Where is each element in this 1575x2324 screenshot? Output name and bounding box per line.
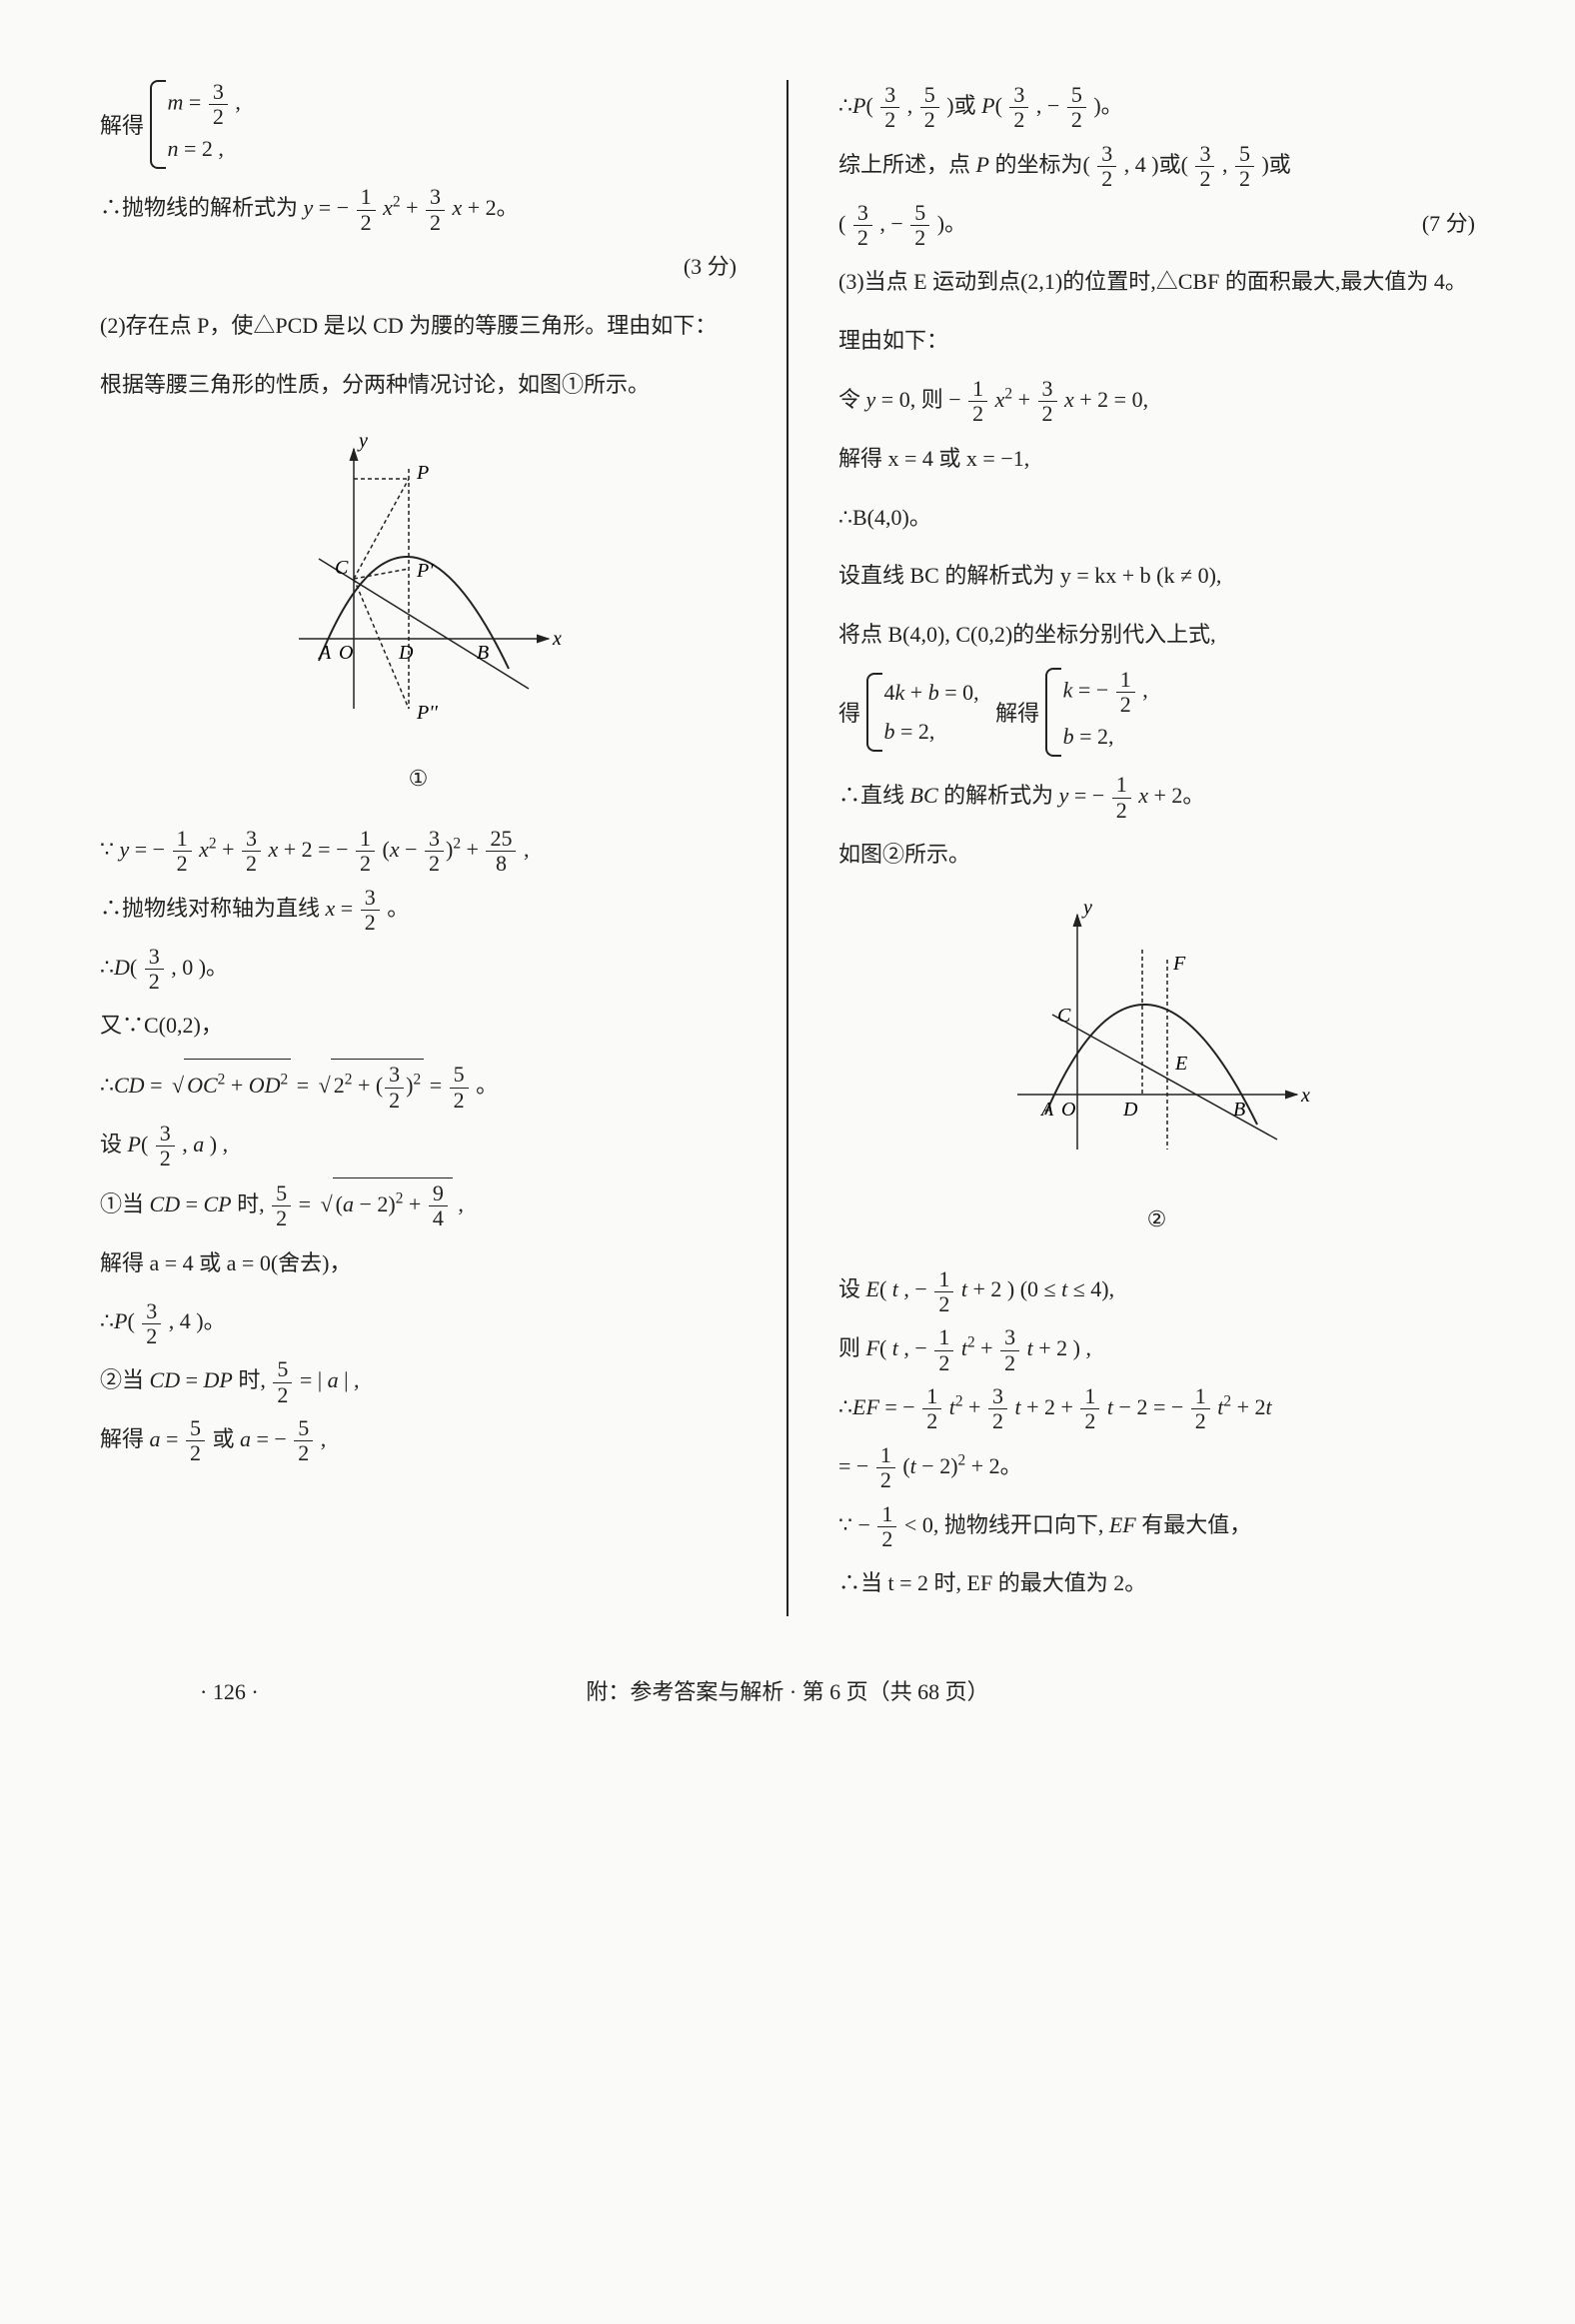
summary-P-cont: ( 32 , − 52 )。 (7 分)	[838, 198, 1475, 251]
label-E: E	[1174, 1053, 1187, 1075]
label-D2: D	[1122, 1099, 1138, 1121]
label-P: P	[416, 462, 429, 484]
let-y-0: 令 y = 0, 则 − 12 x2 + 32 x + 2 = 0,	[838, 374, 1475, 427]
point-B: ∴B(4,0)。	[838, 492, 1475, 545]
see-fig2: 如图②所示。	[838, 829, 1475, 882]
part2-intro: (2)存在点 P，使△PCD 是以 CD 为腰的等腰三角形。理由如下：	[100, 300, 737, 353]
text-solve2: 解得	[995, 701, 1039, 726]
label-A2: A	[1039, 1099, 1054, 1121]
label-C: C	[335, 557, 349, 579]
label-y: y	[357, 430, 368, 452]
point-D: ∴D( 32 , 0 )。	[100, 942, 737, 995]
page-number-left: · 126 ·	[200, 1666, 259, 1719]
label-A: A	[317, 642, 332, 664]
EF-vertex: = − 12 (t − 2)2 + 2。	[838, 1440, 1475, 1493]
case-discussion: 根据等腰三角形的性质，分两种情况讨论，如图①所示。	[100, 359, 737, 412]
label-Ppp: P''	[416, 702, 438, 724]
opens-down: ∵ − 12 < 0, 抛物线开口向下, EF 有最大值，	[838, 1499, 1475, 1552]
P-results-2: ∴P( 32 , 52 )或 P( 32 , − 52 )。	[838, 80, 1475, 133]
page-footer-center: 附：参考答案与解析 · 第 6 页（共 68 页）	[586, 1679, 988, 1704]
label-x2: x	[1300, 1085, 1310, 1107]
text-de: 得	[838, 701, 860, 726]
solve-a-1: 解得 a = 4 或 a = 0(舍去)，	[100, 1237, 737, 1290]
substitute: 将点 B(4,0), C(0,2)的坐标分别代入上式,	[838, 609, 1475, 662]
footer: · 126 · 附：参考答案与解析 · 第 6 页（共 68 页）	[100, 1666, 1475, 1719]
case-1: ①当 CD = CP 时, 52 = (a − 2)2 + 94 ,	[100, 1177, 737, 1231]
EF-max: ∴当 t = 2 时, EF 的最大值为 2。	[838, 1557, 1475, 1610]
label-y2: y	[1081, 900, 1092, 919]
figure-1: y x A O D B C P P' P'' ①	[100, 429, 737, 806]
column-divider	[787, 80, 788, 1616]
part3-intro: (3)当点 E 运动到点(2,1)的位置时,△CBF 的面积最大,最大值为 4。	[838, 256, 1475, 309]
let-E: 设 E( t , − 12 t + 2 ) (0 ≤ t ≤ 4),	[838, 1263, 1475, 1316]
score-3: (3 分)	[100, 241, 737, 294]
solve-kb: 得 4k + b = 0, b = 2, 解得 k = − 12 , b = 2…	[838, 668, 1475, 764]
text-solve: 解得	[100, 113, 144, 138]
solve-a-2: 解得 a = 52 或 a = − 52 ,	[100, 1413, 737, 1466]
label-O2: O	[1061, 1099, 1075, 1121]
page-container: 解得 m = 32 , n = 2 , ∴抛物线的解析式为 y = − 12 x…	[100, 80, 1475, 1616]
CD-length: ∴CD = OC2 + OD2 = 22 + (32)2 = 52 。	[100, 1059, 737, 1113]
figure2-label: ②	[838, 1193, 1475, 1246]
label-B2: B	[1233, 1099, 1245, 1121]
reason: 理由如下：	[838, 315, 1475, 368]
figure-2: y x A O D B C F E ②	[838, 900, 1475, 1246]
label-F: F	[1172, 953, 1186, 975]
left-column: 解得 m = 32 , n = 2 , ∴抛物线的解析式为 y = − 12 x…	[100, 80, 737, 1616]
label-D: D	[398, 642, 414, 664]
right-column: ∴P( 32 , 52 )或 P( 32 , − 52 )。 综上所述，点 P …	[838, 80, 1475, 1616]
label-C2: C	[1057, 1005, 1071, 1027]
then-F: 则 F( t , − 12 t2 + 32 t + 2 ) ,	[838, 1322, 1475, 1375]
label-Pp: P'	[416, 560, 434, 582]
label-x: x	[552, 628, 562, 650]
line-BC-eq: ∴直线 BC 的解析式为 y = − 12 x + 2。	[838, 770, 1475, 823]
score-7: (7 分)	[1422, 198, 1475, 251]
label-B: B	[477, 642, 489, 664]
point-C: 又∵C(0,2)，	[100, 1000, 737, 1053]
solve-x: 解得 x = 4 或 x = −1,	[838, 433, 1475, 486]
EF-calc: ∴EF = − 12 t2 + 32 t + 2 + 12 t − 2 = − …	[838, 1381, 1475, 1434]
line-BC-setup: 设直线 BC 的解析式为 y = kx + b (k ≠ 0),	[838, 550, 1475, 603]
vertex-form: ∵ y = − 12 x2 + 32 x + 2 = − 12 (x − 32)…	[100, 824, 737, 877]
case-2: ②当 CD = DP 时, 52 = | a | ,	[100, 1354, 737, 1407]
P-result-1: ∴P( 32 , 4 )。	[100, 1295, 737, 1348]
label-O: O	[339, 642, 353, 664]
axis-symmetry: ∴抛物线对称轴为直线 x = 32 。	[100, 883, 737, 936]
let-P: 设 P( 32 , a ) ,	[100, 1119, 737, 1171]
figure1-label: ①	[100, 753, 737, 806]
solve-brace-1: 解得 m = 32 , n = 2 ,	[100, 80, 737, 176]
summary-P: 综上所述，点 P 的坐标为( 32 , 4 )或( 32 , 52 )或	[838, 139, 1475, 192]
parabola-eq: ∴抛物线的解析式为 y = − 12 x2 + 32 x + 2。	[100, 182, 737, 235]
